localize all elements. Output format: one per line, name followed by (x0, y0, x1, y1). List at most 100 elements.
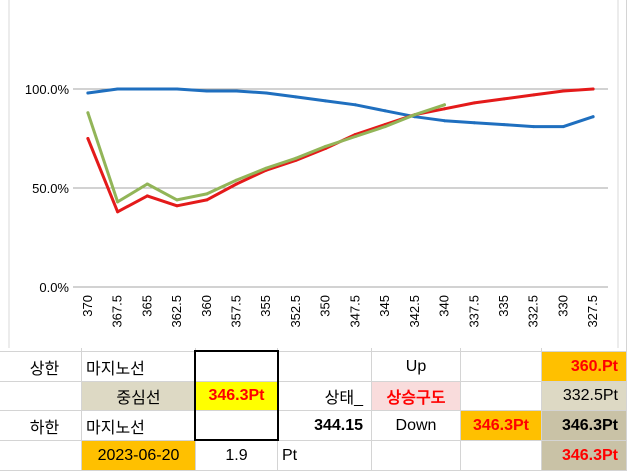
gridline (0, 351, 627, 352)
data-point (472, 121, 476, 125)
data-point (145, 87, 149, 91)
data-point (413, 113, 417, 117)
x-tick-label: 347.5 (347, 295, 362, 328)
data-point (235, 178, 238, 182)
data-point (443, 103, 446, 107)
data-point (383, 125, 387, 129)
cell-upper-label[interactable]: 상한 (8, 352, 81, 381)
cell-down[interactable]: Down (372, 411, 460, 440)
cell-text: 346.3Pt (561, 446, 618, 464)
data-point (205, 89, 209, 93)
data-point (294, 156, 298, 160)
cell-center-value[interactable]: 346.3Pt (196, 382, 277, 410)
x-tick-label: 332.5 (526, 295, 541, 328)
cell-lower-value[interactable]: 346.3Pt (542, 411, 626, 440)
gridline (0, 381, 627, 382)
cell-text: 상한 (29, 360, 60, 378)
data-point (591, 115, 595, 119)
cell-upper-value[interactable]: 360.Pt (542, 352, 626, 381)
data-point (324, 99, 328, 103)
data-point (561, 89, 565, 93)
cell-mid-value[interactable]: 332.5Pt (542, 382, 626, 410)
data-point (561, 125, 565, 129)
x-tick-label: 355 (258, 295, 273, 317)
cell-upper-maginot[interactable]: 마지노선 (82, 352, 195, 381)
data-point (502, 97, 506, 101)
data-point (235, 182, 238, 186)
data-point (116, 200, 120, 204)
cell-status-label[interactable]: 상태_ (278, 382, 371, 410)
cell-text: Pt (282, 446, 298, 464)
cell-center-line[interactable]: 중심선 (82, 382, 195, 410)
data-point (591, 87, 595, 91)
y-axis-labels: 0.0% 50.0% 100.0% (25, 82, 70, 295)
x-tick-label: 327.5 (585, 295, 600, 328)
x-axis-labels: 370 367.5 365 362.5 360 357.5 355 352.5 350 347.5… (80, 295, 600, 328)
cell-text: Down (395, 416, 437, 434)
cell-text: 상태_ (324, 390, 363, 407)
cell-text: 마지노선 (86, 360, 145, 378)
data-point (294, 95, 298, 99)
x-tick-label: 357.5 (228, 295, 243, 328)
gridline (0, 440, 627, 441)
cell-down-value[interactable]: 346.3Pt (461, 411, 541, 440)
y-tick-label: 0.0% (39, 280, 69, 295)
data-point (383, 109, 387, 113)
cell-unit[interactable]: Pt (278, 441, 371, 470)
data-point (443, 107, 446, 111)
data-point (502, 123, 506, 127)
data-point (235, 89, 238, 93)
cell-text: 2023-06-20 (97, 446, 180, 464)
series-line-1 (86, 87, 595, 129)
data-point (532, 125, 536, 129)
x-tick-label: 330 (555, 295, 570, 317)
cell-up[interactable]: Up (372, 352, 460, 381)
data-point (264, 91, 268, 95)
cell-text: 360.Pt (570, 357, 618, 375)
x-tick-label: 367.5 (110, 295, 125, 328)
x-tick-label: 360 (199, 295, 214, 317)
series-layer (86, 87, 595, 214)
y-tick-label: 100.0% (25, 82, 70, 97)
cell-text: 마지노선 (86, 419, 145, 437)
data-point (472, 101, 476, 105)
data-point (324, 144, 328, 148)
cell-text: 344.15 (314, 416, 363, 434)
cell-text: Up (405, 357, 427, 375)
x-tick-label: 335 (496, 295, 511, 317)
cell-current-value[interactable]: 344.15 (278, 411, 371, 440)
x-tick-label: 337.5 (466, 295, 481, 328)
cell-text: 346.3Pt (561, 416, 618, 434)
data-point (205, 198, 209, 202)
data-point (86, 137, 90, 140)
data-point (145, 182, 149, 186)
data-point (116, 87, 120, 91)
data-point (86, 111, 90, 115)
data-point (86, 91, 90, 95)
cell-text: 상승구도 (386, 390, 446, 407)
x-tick-label: 365 (139, 295, 154, 317)
data-point (175, 87, 179, 91)
data-point (145, 194, 149, 198)
cell-bottom-value[interactable]: 346.3Pt (542, 441, 626, 470)
data-point (532, 93, 536, 97)
cell-step[interactable]: 1.9 (196, 441, 277, 470)
cell-text: 중심선 (116, 390, 161, 407)
data-point (175, 204, 179, 208)
data-point (353, 103, 357, 107)
cell-text: 346.3Pt (472, 416, 530, 434)
cell-lower-label[interactable]: 하한 (8, 411, 81, 440)
data-point (116, 210, 120, 214)
data-point (264, 166, 268, 170)
cell-text: 1.9 (225, 446, 248, 464)
x-tick-label: 370 (80, 295, 95, 317)
cell-lower-maginot[interactable]: 마지노선 (82, 411, 195, 440)
cell-status-value[interactable]: 상승구도 (372, 382, 460, 410)
cell-date[interactable]: 2023-06-20 (82, 441, 195, 470)
center-value-box (194, 350, 279, 441)
x-tick-label: 362.5 (169, 295, 184, 328)
line-chart[interactable]: 0.0% 50.0% 100.0% 370 367.5 365 362.5 360 357.5… (8, 0, 619, 348)
x-tick-label: 352.5 (288, 295, 303, 328)
data-point (353, 135, 357, 138)
cell-text: 332.5Pt (562, 387, 618, 404)
